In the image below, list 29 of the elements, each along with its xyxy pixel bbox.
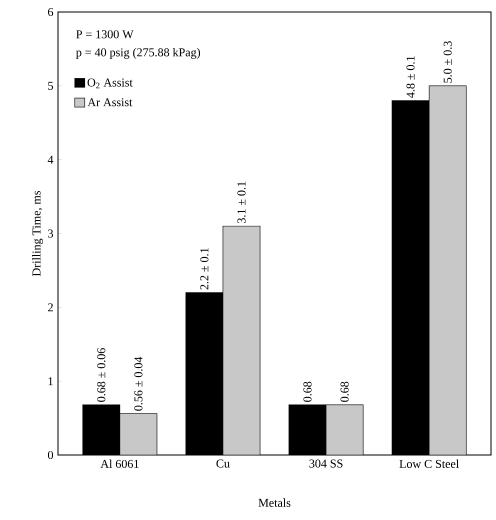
y-tick-label: 6 [48, 8, 54, 16]
data-label: 0.68 [303, 382, 312, 402]
bar [326, 404, 364, 455]
data-label: 2.2 ± 0.1 [200, 248, 208, 290]
data-label: 5.0 ± 0.3 [444, 41, 452, 83]
annotation: P = 1300 W [76, 30, 134, 38]
data-label: 3.1 ± 0.1 [237, 182, 246, 224]
x-tick-label: 304 SS [309, 459, 342, 468]
legend-label: O$_{2}$ Assist [88, 78, 133, 88]
y-tick-label: 0 [48, 450, 54, 460]
bar [120, 414, 157, 455]
data-label: 0.68 [340, 382, 349, 402]
data-label: 0.56 ± 0.04 [134, 356, 142, 411]
x-axis-title: Metals [258, 498, 290, 507]
annotation: p = 40 psig (275.88 kPag) [76, 48, 200, 59]
x-tick-label: Low C Steel [399, 459, 459, 468]
x-tick-label: Al 6061 [100, 459, 139, 468]
x-tick-label: Cu [216, 459, 230, 468]
y-tick-label: 2 [48, 303, 53, 312]
y-tick-label: 4 [48, 156, 54, 164]
bar [428, 86, 467, 455]
data-label: 4.8 ± 0.1 [406, 56, 415, 98]
legend-label: Ar Assist [88, 98, 132, 106]
y-tick-label: 3 [48, 229, 54, 238]
y-axis-title: Drilling Time, ms [32, 190, 44, 276]
bar [222, 226, 260, 455]
y-tick-label: 5 [48, 82, 54, 90]
data-label: 0.68 ± 0.06 [97, 348, 106, 402]
y-tick-label: 1 [48, 377, 53, 386]
